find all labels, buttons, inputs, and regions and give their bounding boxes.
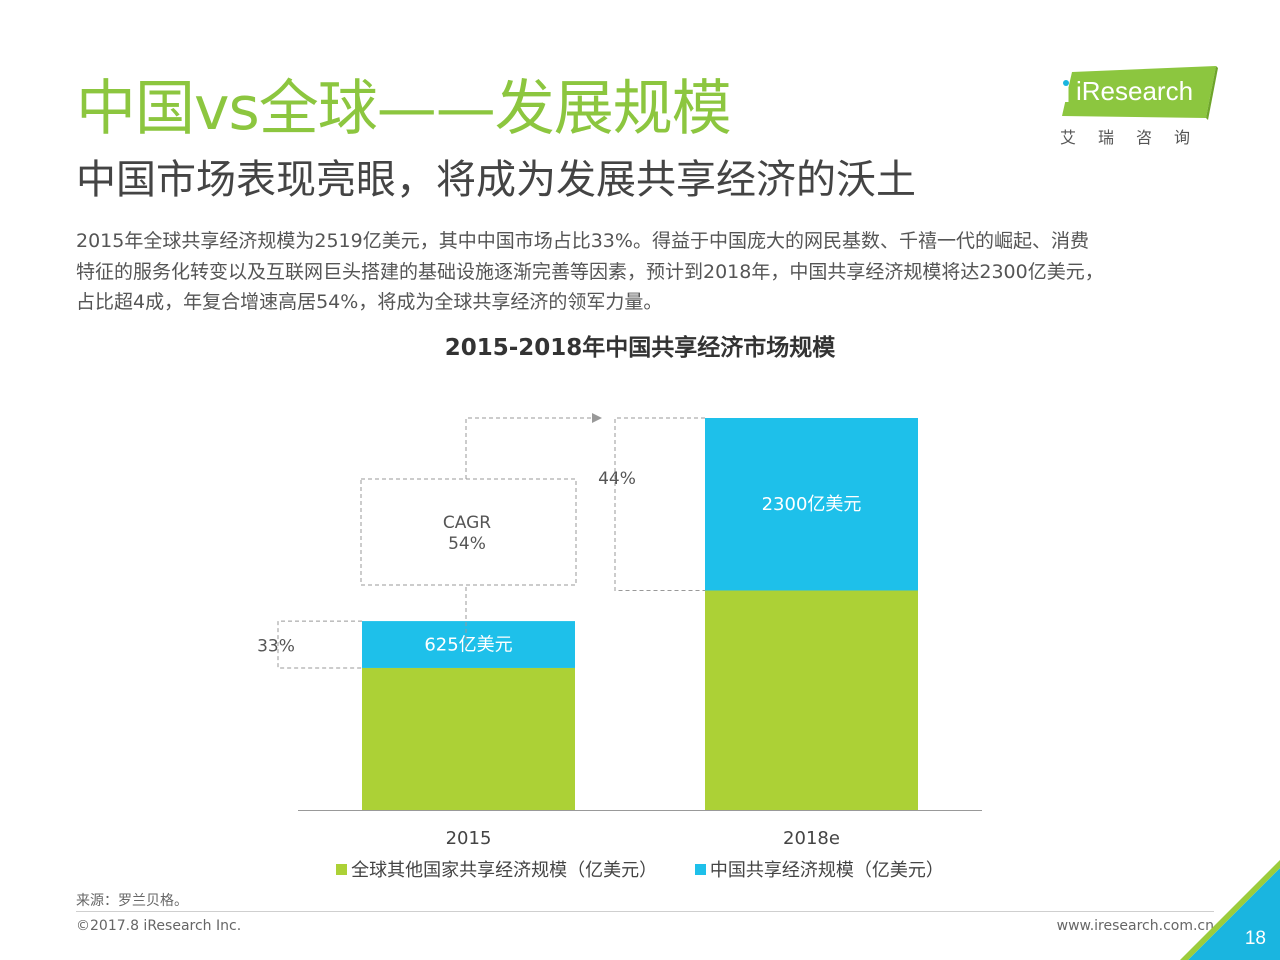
bar-other-2018e xyxy=(705,590,918,810)
logo-i-icon xyxy=(1063,80,1069,102)
share-label-2018: 44% xyxy=(598,469,636,489)
page-subtitle: 中国市场表现亮眼，将成为发展共享经济的沃土 xyxy=(76,157,916,203)
page-title: 中国vs全球——发展规模 xyxy=(76,74,732,144)
paragraph-line: 占比超4成，年复合增速高居54%，将成为全球共享经济的领军力量。 xyxy=(76,291,663,313)
paragraph-line: 2015年全球共享经济规模为2519亿美元，其中中国市场占比33%。得益于中国庞… xyxy=(76,230,1089,252)
bar-other-2015 xyxy=(362,667,575,810)
data-label: 625亿美元 xyxy=(424,635,512,656)
legend-label-other: 全球其他国家共享经济规模（亿美元） xyxy=(351,860,658,881)
description-paragraph: 2015年全球共享经济规模为2519亿美元，其中中国市场占比33%。得益于中国庞… xyxy=(76,226,1226,318)
source-note: 来源：罗兰贝格。 xyxy=(76,893,188,909)
legend-swatch-blue xyxy=(694,864,706,875)
arrow-head-icon xyxy=(592,413,602,423)
share-bracket xyxy=(614,417,705,591)
cagr-label: CAGR xyxy=(443,513,491,533)
iresearch-logo: iResearch 艾瑞咨询 xyxy=(1058,66,1218,147)
bar-china-2018e xyxy=(705,418,918,591)
corner-decoration xyxy=(1180,860,1280,960)
logo-badge-shape xyxy=(1062,66,1218,120)
footer-divider xyxy=(76,911,1214,912)
logo-text: iResearch xyxy=(1076,76,1194,106)
legend-swatch-green xyxy=(336,864,348,875)
share-label-2015: 33% xyxy=(257,637,295,657)
x-tick-label: 2018e xyxy=(783,828,840,849)
cagr-box xyxy=(360,478,577,586)
x-tick-label: 2015 xyxy=(446,828,492,849)
data-label: 2300亿美元 xyxy=(762,494,862,515)
logo-cn-text: 艾瑞咨询 xyxy=(1060,128,1213,147)
legend-item-china: 中国共享经济规模（亿美元） xyxy=(694,856,944,882)
chart-title: 2015-2018年中国共享经济市场规模 xyxy=(444,335,836,361)
legend-label-china: 中国共享经济规模（亿美元） xyxy=(709,860,944,881)
bar-china-2015 xyxy=(362,621,575,668)
cagr-connector-upper xyxy=(465,417,592,479)
legend-item-other: 全球其他国家共享经济规模（亿美元） xyxy=(336,856,657,882)
cagr-value: 54% xyxy=(448,534,486,554)
copyright-text: ©2017.8 iResearch Inc. xyxy=(76,918,242,934)
chart-legend: 全球其他国家共享经济规模（亿美元） 中国共享经济规模（亿美元） xyxy=(0,856,1280,882)
paragraph-line: 特征的服务化转变以及互联网巨头搭建的基础设施逐渐完善等因素，预计到2018年，中… xyxy=(76,260,1104,283)
share-bracket xyxy=(277,620,362,669)
website-link[interactable]: www.iresearch.com.cn xyxy=(1056,918,1214,934)
page-number: 18 xyxy=(1244,928,1266,949)
